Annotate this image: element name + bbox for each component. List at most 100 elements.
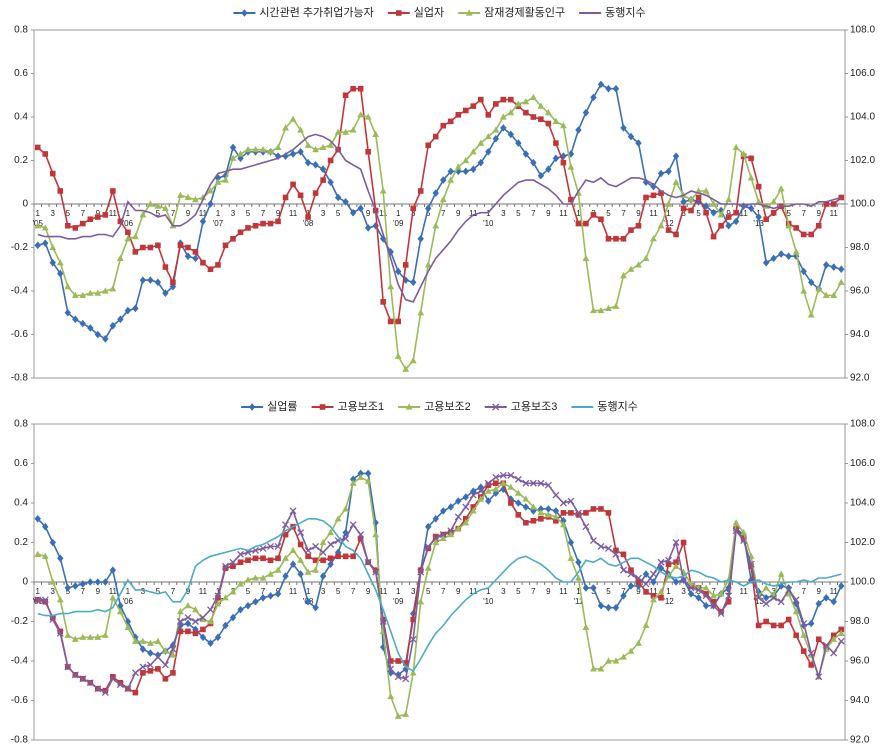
marker	[762, 594, 770, 602]
marker	[477, 139, 485, 146]
marker	[124, 235, 132, 242]
marker	[552, 507, 560, 515]
marker	[732, 143, 740, 151]
marker	[440, 176, 447, 184]
marker	[710, 598, 717, 605]
marker	[304, 568, 312, 575]
marker	[680, 539, 687, 546]
marker	[162, 289, 169, 297]
marker	[740, 529, 748, 536]
marker	[800, 267, 807, 276]
marker	[612, 550, 620, 558]
marker	[267, 542, 275, 550]
series-line	[37, 518, 842, 672]
x-tick-label: 7	[81, 209, 86, 218]
marker	[71, 671, 79, 679]
marker	[116, 681, 124, 689]
marker	[192, 196, 199, 203]
y-tick-label: 0	[22, 199, 28, 210]
y-tick-label: -0.4	[11, 656, 29, 667]
marker	[154, 637, 162, 644]
x-tick-label: 5	[426, 587, 431, 596]
y2-tick-label: 100.0	[850, 577, 875, 588]
marker	[439, 531, 447, 539]
marker	[469, 507, 477, 514]
marker	[650, 596, 657, 603]
marker	[822, 641, 830, 649]
marker	[274, 143, 282, 151]
marker	[710, 233, 717, 240]
marker	[49, 578, 57, 585]
marker	[229, 558, 237, 566]
x-tick-label: 5	[606, 587, 611, 596]
marker	[95, 214, 101, 220]
marker	[432, 515, 439, 523]
marker	[49, 616, 57, 623]
marker	[477, 495, 485, 502]
x-tick-label: 3	[321, 587, 326, 596]
marker	[245, 557, 251, 564]
marker	[605, 657, 612, 664]
marker	[56, 596, 64, 603]
legend-item: 동행지수	[579, 6, 646, 19]
x-tick-label: 3	[681, 587, 686, 596]
marker	[604, 544, 612, 552]
marker	[447, 531, 455, 538]
marker	[185, 628, 191, 635]
marker	[349, 126, 357, 133]
x-tick-label: 11	[289, 209, 298, 218]
marker	[553, 517, 559, 524]
marker	[139, 663, 147, 671]
marker	[214, 633, 222, 642]
marker	[304, 546, 312, 554]
marker	[267, 557, 274, 564]
marker	[635, 139, 642, 147]
marker	[612, 302, 620, 309]
x-tick-label: 7	[801, 209, 806, 218]
marker	[507, 130, 515, 139]
marker	[372, 568, 380, 576]
marker	[808, 231, 815, 238]
marker	[575, 574, 582, 581]
marker	[635, 579, 642, 585]
marker	[425, 204, 432, 213]
marker	[560, 510, 567, 516]
marker	[139, 276, 147, 284]
y2-tick-label: 100.0	[850, 199, 875, 210]
x-tick-label: 3	[51, 209, 56, 218]
marker	[342, 92, 349, 99]
marker	[529, 93, 537, 101]
y2-tick-label: 96.0	[850, 286, 870, 297]
marker	[237, 150, 244, 157]
y2-tick-label: 104.0	[850, 498, 875, 509]
y2-tick-label: 104.0	[850, 112, 875, 123]
marker	[147, 244, 154, 251]
marker	[199, 615, 207, 623]
marker	[492, 403, 500, 411]
marker	[635, 222, 642, 229]
marker	[327, 560, 334, 569]
marker	[222, 594, 229, 601]
x-year-label: '11	[573, 597, 583, 606]
legend-item: 고용보조1	[311, 400, 384, 413]
marker	[41, 224, 49, 231]
marker	[582, 584, 590, 592]
marker	[710, 200, 717, 207]
marker	[560, 122, 567, 129]
marker	[432, 535, 440, 543]
marker	[590, 212, 597, 218]
marker	[394, 352, 402, 359]
marker	[465, 9, 473, 16]
marker	[515, 512, 522, 518]
marker	[289, 546, 297, 553]
marker	[672, 562, 680, 569]
marker	[372, 531, 380, 538]
marker	[342, 128, 350, 135]
marker	[147, 668, 154, 674]
marker	[680, 198, 687, 206]
marker	[575, 558, 582, 567]
marker	[297, 570, 304, 578]
x-tick-label: 5	[66, 587, 71, 596]
y-tick-label: 0.6	[14, 458, 28, 469]
y-tick-label: 0.6	[14, 68, 28, 79]
